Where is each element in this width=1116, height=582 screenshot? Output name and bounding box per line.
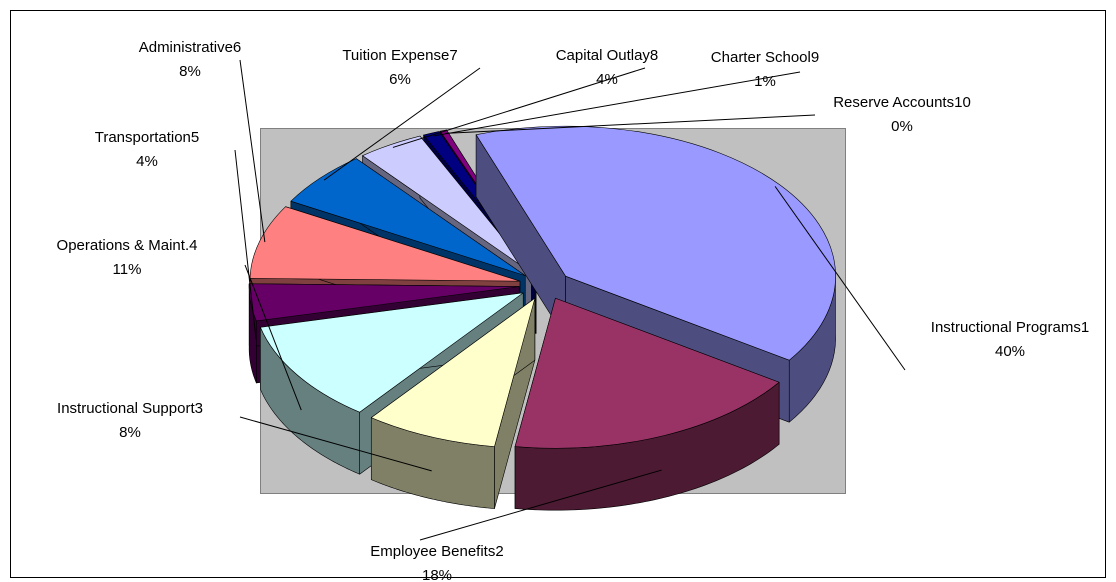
slice <box>514 297 780 449</box>
slice <box>290 158 526 276</box>
slice <box>362 135 532 273</box>
leader-line <box>445 114 816 134</box>
category-label: Instructional Support3 <box>57 400 203 417</box>
category-label: Reserve Accounts10 <box>833 94 971 111</box>
value-label: 1% <box>754 73 776 90</box>
value-label: 8% <box>179 63 201 80</box>
leader-line <box>419 469 662 541</box>
category-label: Instructional Programs1 <box>931 319 1089 336</box>
slice <box>475 125 836 361</box>
leader-line <box>234 149 257 340</box>
slice <box>248 283 520 322</box>
pie <box>248 125 836 511</box>
value-label: 4% <box>596 71 618 88</box>
value-label: 40% <box>995 343 1025 360</box>
value-label: 4% <box>136 153 158 170</box>
leader-line <box>239 59 266 243</box>
category-label: Transportation5 <box>95 129 200 146</box>
category-label: Capital Outlay8 <box>556 47 659 64</box>
leader-line <box>244 264 302 411</box>
value-label: 18% <box>422 567 452 582</box>
slice <box>260 292 524 413</box>
category-label: Administrative6 <box>139 39 242 56</box>
leader-line <box>392 67 646 148</box>
leader-line <box>239 416 432 472</box>
value-label: 6% <box>389 71 411 88</box>
value-label: 8% <box>119 424 141 441</box>
value-label: 11% <box>113 261 142 278</box>
category-label: Operations & Maint.4 <box>57 237 198 254</box>
value-label: 0% <box>891 118 913 135</box>
category-label: Employee Benefits2 <box>370 543 503 560</box>
leader-line <box>323 67 481 181</box>
leader-line <box>433 71 801 137</box>
slice <box>249 206 521 282</box>
category-label: Tuition Expense7 <box>342 47 457 64</box>
category-label: Charter School9 <box>711 49 819 66</box>
leader-line <box>774 186 906 371</box>
slice <box>370 298 536 447</box>
labels: Instructional Programs1 40% Employee Benef… <box>57 39 1090 582</box>
